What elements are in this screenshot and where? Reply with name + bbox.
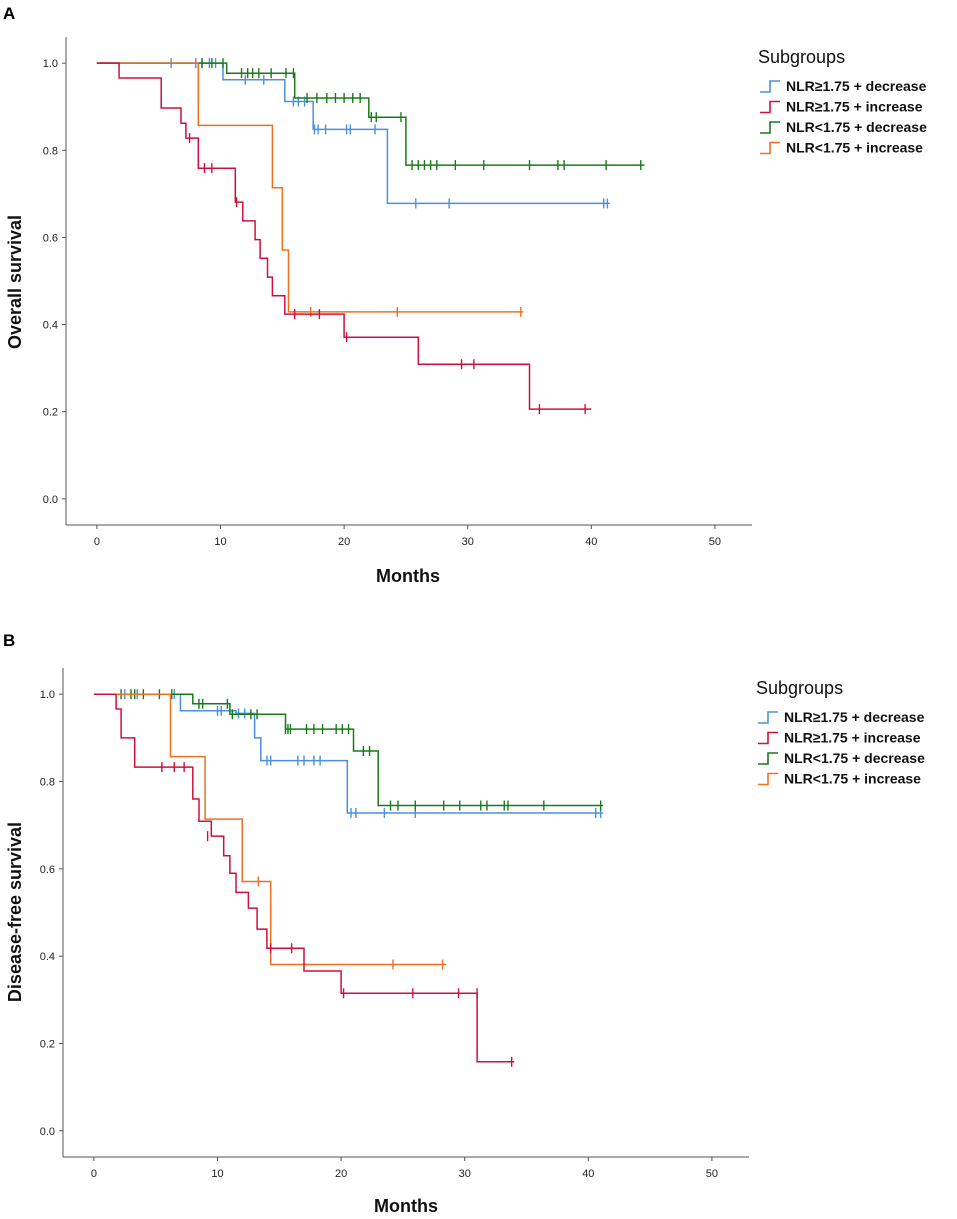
panel-b-legend-label: NLR≥1.75 + decrease bbox=[784, 709, 925, 725]
panel-a-y-tick-label: 0.4 bbox=[43, 320, 58, 332]
panel-a-curve-nlrlt1-75-increase bbox=[96, 62, 524, 313]
panel-b-y-tick-label: 1.0 bbox=[40, 689, 55, 701]
panel-a-letter: A bbox=[3, 4, 15, 23]
panel-a: A 0.0 0.2 0.4 0.6 0.8 1.0 0 10 20 30 40 50 Months O… bbox=[3, 4, 927, 586]
panel-a-y-tick-label: 1.0 bbox=[43, 58, 58, 70]
panel-b-axes: 0.0 0.2 0.4 0.6 0.8 1.0 0 10 20 30 40 50 bbox=[40, 668, 749, 1180]
panel-a-x-tick-label: 50 bbox=[709, 536, 721, 548]
panel-a-legend-item-nlrlt1-75-decrease: NLR<1.75 + decrease bbox=[760, 119, 927, 135]
panel-a-curve-nlrge1-75-increase bbox=[96, 62, 592, 410]
panel-b-y-tick-label: 0.2 bbox=[40, 1038, 55, 1050]
panel-b-x-tick-label: 20 bbox=[335, 1168, 347, 1180]
panel-b-curve-nlrlt1-75-increase bbox=[93, 693, 447, 966]
panel-a-legend-item-nlrlt1-75-increase: NLR<1.75 + increase bbox=[760, 140, 923, 156]
panel-b-y-tick-label: 0.8 bbox=[40, 777, 55, 789]
panel-b-legend-item-nlrlt1-75-increase: NLR<1.75 + increase bbox=[758, 771, 921, 787]
panel-a-x-tick-label: 0 bbox=[94, 536, 100, 548]
panel-a-x-axis-title: Months bbox=[376, 566, 440, 586]
panel-a-legend-item-nlrge1-75-decrease: NLR≥1.75 + decrease bbox=[760, 78, 927, 94]
panel-b-curves bbox=[93, 689, 604, 1067]
panel-b-legend: Subgroups NLR≥1.75 + decrease NLR≥1.75 + … bbox=[756, 678, 925, 787]
panel-a-curve-nlrlt1-75-decrease bbox=[96, 62, 645, 166]
panel-a-curve-nlrge1-75-decrease bbox=[96, 62, 610, 205]
panel-b-legend-title: Subgroups bbox=[756, 678, 843, 698]
panel-a-x-tick-label: 20 bbox=[338, 536, 350, 548]
panel-b-series-nlrlt1-75-increase bbox=[93, 693, 447, 970]
panel-b-x-tick-label: 10 bbox=[211, 1168, 223, 1180]
panel-b-legend-swatch bbox=[758, 752, 778, 765]
panel-b-y-tick-label: 0.0 bbox=[40, 1126, 55, 1138]
panel-a-y-tick-label: 0.0 bbox=[43, 494, 58, 506]
panel-a-x-tick-label: 10 bbox=[214, 536, 226, 548]
panel-b-y-axis-title: Disease-free survival bbox=[5, 822, 25, 1002]
panel-a-x-tick-label: 40 bbox=[585, 536, 597, 548]
panel-b-series-nlrge1-75-decrease bbox=[93, 689, 604, 818]
panel-b-curve-nlrge1-75-increase bbox=[93, 693, 515, 1063]
panel-b: B 0.0 0.2 0.4 0.6 0.8 1.0 0 10 20 30 40 50 Months D… bbox=[3, 631, 925, 1216]
panel-a-series-nlrge1-75-decrease bbox=[96, 58, 610, 209]
panel-a-legend-label: NLR<1.75 + increase bbox=[786, 140, 923, 156]
panel-a-curves bbox=[96, 58, 645, 415]
panel-a-legend-item-nlrge1-75-increase: NLR≥1.75 + increase bbox=[760, 99, 923, 115]
panel-b-y-tick-label: 0.6 bbox=[40, 864, 55, 876]
panel-b-curve-nlrge1-75-decrease bbox=[93, 693, 604, 814]
panel-b-legend-label: NLR≥1.75 + increase bbox=[784, 730, 921, 746]
panel-b-legend-item-nlrge1-75-increase: NLR≥1.75 + increase bbox=[758, 730, 921, 746]
panel-a-series-nlrlt1-75-decrease bbox=[96, 58, 645, 171]
panel-a-series-nlrlt1-75-increase bbox=[96, 62, 524, 317]
panel-a-legend-swatch bbox=[760, 100, 780, 114]
panel-a-legend: Subgroups NLR≥1.75 + decrease NLR≥1.75 + … bbox=[758, 47, 927, 156]
panel-b-y-tick-label: 0.4 bbox=[40, 951, 55, 963]
panel-a-series-nlrge1-75-increase bbox=[96, 62, 592, 415]
panel-b-legend-swatch bbox=[758, 711, 778, 724]
panel-b-legend-label: NLR<1.75 + increase bbox=[784, 771, 921, 787]
panel-b-x-tick-label: 30 bbox=[459, 1168, 471, 1180]
panel-b-legend-item-nlrge1-75-decrease: NLR≥1.75 + decrease bbox=[758, 709, 925, 725]
panel-a-y-tick-label: 0.6 bbox=[43, 232, 58, 244]
panel-b-curve-nlrlt1-75-decrease bbox=[93, 693, 604, 807]
panel-b-legend-item-nlrlt1-75-decrease: NLR<1.75 + decrease bbox=[758, 750, 925, 766]
panel-a-legend-swatch bbox=[760, 121, 780, 134]
panel-a-y-tick-label: 0.2 bbox=[43, 407, 58, 419]
panel-b-legend-swatch bbox=[758, 772, 778, 786]
panel-a-y-axis-title: Overall survival bbox=[5, 215, 25, 349]
panel-b-x-tick-label: 40 bbox=[582, 1168, 594, 1180]
panel-b-x-axis-title: Months bbox=[374, 1196, 438, 1216]
panel-a-legend-swatch bbox=[760, 80, 780, 93]
panel-a-axes: 0.0 0.2 0.4 0.6 0.8 1.0 0 10 20 30 40 50 bbox=[43, 37, 752, 548]
panel-b-letter: B bbox=[3, 631, 15, 650]
panel-a-y-tick-label: 0.8 bbox=[43, 145, 58, 157]
panel-a-legend-label: NLR<1.75 + decrease bbox=[786, 119, 927, 135]
panel-a-legend-swatch bbox=[760, 141, 780, 155]
panel-a-legend-label: NLR≥1.75 + increase bbox=[786, 99, 923, 115]
panel-b-legend-swatch bbox=[758, 731, 778, 745]
panel-a-legend-label: NLR≥1.75 + decrease bbox=[786, 78, 927, 94]
panel-a-legend-title: Subgroups bbox=[758, 47, 845, 67]
panel-b-x-tick-label: 50 bbox=[706, 1168, 718, 1180]
panel-b-legend-label: NLR<1.75 + decrease bbox=[784, 750, 925, 766]
panel-a-x-tick-label: 30 bbox=[462, 536, 474, 548]
panel-b-series-nlrge1-75-increase bbox=[93, 693, 515, 1067]
panel-b-x-tick-label: 0 bbox=[91, 1168, 97, 1180]
